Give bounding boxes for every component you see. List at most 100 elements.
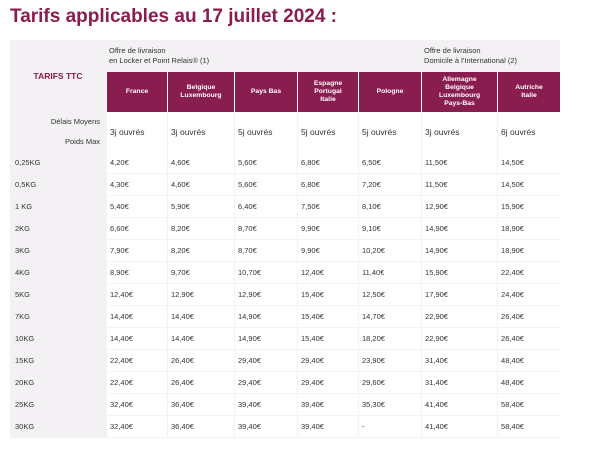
price-cell: 22,90€ [421,306,498,328]
price-cell: 10,20€ [358,240,422,262]
price-cell: 29,40€ [234,372,297,394]
price-cell: 58,40€ [497,416,561,438]
price-cell: 23,90€ [358,350,422,372]
page-title: Tarifs applicables au 17 juillet 2024 : [10,6,338,27]
price-cell: 39,40€ [297,394,358,416]
table-row: 20KG 22,40€ 26,40€ 29,40€ 29,40€ 29,60€ 31,40€… [10,372,561,394]
price-cell: 15,40€ [297,306,358,328]
price-cell: 11,50€ [421,152,498,174]
table-row: 7KG 14,40€ 14,40€ 14,90€ 15,40€ 14,70€ 22,90€ 2… [10,306,561,328]
destination-name: France [125,88,149,95]
price-cell: 39,40€ [297,416,358,438]
price-cell: 32,40€ [106,394,167,416]
price-cell: 6,60€ [106,218,167,240]
price-cell: 15,90€ [421,262,498,284]
price-cell: 41,40€ [421,394,498,416]
price-cell: 26,40€ [497,328,561,350]
price-cell: 14,40€ [167,328,234,350]
table-row: 1 KG 5,40€ 5,90€ 6,40€ 7,50€ 8,10€ 12,90€ 15,90… [10,196,561,218]
price-cell: 10,70€ [234,262,297,284]
price-cell: 14,90€ [421,240,498,262]
price-cell: 9,90€ [297,218,358,240]
price-cell: 22,40€ [497,262,561,284]
poids-label: Poids Max [64,137,100,146]
price-cell: 8,90€ [106,262,167,284]
price-cell: 14,40€ [106,328,167,350]
price-cell: 12,40€ [106,284,167,306]
price-cell: 48,40€ [497,372,561,394]
offer-home-line1: Offre de livraison [424,46,481,55]
price-cell: 11,50€ [421,174,498,196]
destination-name: Italie [521,92,537,99]
delivery-time-row: Délais Moyens Poids Max 3j ouvrés 3j ouvr… [10,112,561,152]
weight-cell: 3KG [10,240,106,262]
price-cell: 12,50€ [358,284,422,306]
price-cell: 14,70€ [358,306,422,328]
table-row: 4KG 8,90€ 9,70€ 10,70€ 12,40€ 11,40€ 15,90€ 22,… [10,262,561,284]
delais-label: Délais Moyens [50,117,100,126]
destination-header: Autriche Italie [497,72,561,112]
price-cell: 4,60€ [167,174,234,196]
table-row: 0,25KG 4,20€ 4,60€ 5,60€ 6,80€ 6,50€ 11,50€ 14,… [10,152,561,174]
price-cell: 12,90€ [234,284,297,306]
price-cell: 12,40€ [297,262,358,284]
price-cell: 31,40€ [421,350,498,372]
price-cell: 18,90€ [497,218,561,240]
delivery-time-value: 5j ouvrés [234,112,297,152]
price-cell: 18,90€ [497,240,561,262]
delivery-time-value: 5j ouvrés [297,112,358,152]
price-cell: 7,50€ [297,196,358,218]
weight-cell: 15KG [10,350,106,372]
price-cell: 8,20€ [167,240,234,262]
weight-cell: 10KG [10,328,106,350]
price-cell: 6,50€ [358,152,422,174]
offer-header-row: TARIFS TTC Offre de livraison en Locker … [10,40,561,112]
price-cell: 11,40€ [358,262,422,284]
price-cell: 4,30€ [106,174,167,196]
price-cell: 6,40€ [234,196,297,218]
destination-name: Luxembourg [438,92,481,99]
price-cell: 14,40€ [167,306,234,328]
price-cell: 48,40€ [497,350,561,372]
weight-cell: 0,5KG [10,174,106,196]
price-cell: 39,40€ [234,416,297,438]
price-cell: 14,40€ [106,306,167,328]
destination-name: Pologne [376,88,404,95]
price-cell: 29,40€ [297,350,358,372]
price-cell: 9,10€ [358,218,422,240]
delivery-time-value: 3j ouvrés [167,112,234,152]
price-cell: 36,40€ [167,416,234,438]
corner-label: TARIFS TTC [10,40,106,112]
price-cell: 24,40€ [497,284,561,306]
price-cell: 22,40€ [106,350,167,372]
price-cell: 14,90€ [234,328,297,350]
price-cell: 14,50€ [497,174,561,196]
price-cell: 6,80€ [297,174,358,196]
price-cell: 58,40€ [497,394,561,416]
destination-name: Italie [320,96,336,103]
price-cell: 8,20€ [167,218,234,240]
price-cell: 8,70€ [234,218,297,240]
price-cell: 15,40€ [297,328,358,350]
offer-locker-line2: en Locker et Point Relais® (1) [109,56,210,65]
price-cell: 22,90€ [421,328,498,350]
destination-header: Espagne Portugal Italie [297,72,358,112]
price-cell: 32,40€ [106,416,167,438]
offer-locker: Offre de livraison en Locker et Point Re… [106,40,422,72]
table-row: 2KG 6,60€ 8,20€ 8,70€ 9,90€ 9,10€ 14,90€ 18,90€ [10,218,561,240]
destination-header-row: France Belgique Luxembourg Pays Bas Espagne P… [10,72,561,112]
destination-header: Pays Bas [234,72,297,112]
weight-cell: 30KG [10,416,106,438]
price-cell: 31,40€ [421,372,498,394]
weight-cell: 2KG [10,218,106,240]
price-cell: 26,40€ [167,350,234,372]
price-cell: 14,50€ [497,152,561,174]
price-cell: 8,10€ [358,196,422,218]
table-row: 10KG 14,40€ 14,40€ 14,90€ 15,40€ 18,20€ 22,90€… [10,328,561,350]
offer-locker-line1: Offre de livraison [109,46,166,55]
destination-header: Belgique Luxembourg [167,72,234,112]
price-cell: 12,90€ [167,284,234,306]
table-row: 0,5KG 4,30€ 4,60€ 5,60€ 6,80€ 7,20€ 11,50€ 14,5… [10,174,561,196]
price-cell: 39,40€ [234,394,297,416]
destination-name: Espagne [313,80,343,87]
